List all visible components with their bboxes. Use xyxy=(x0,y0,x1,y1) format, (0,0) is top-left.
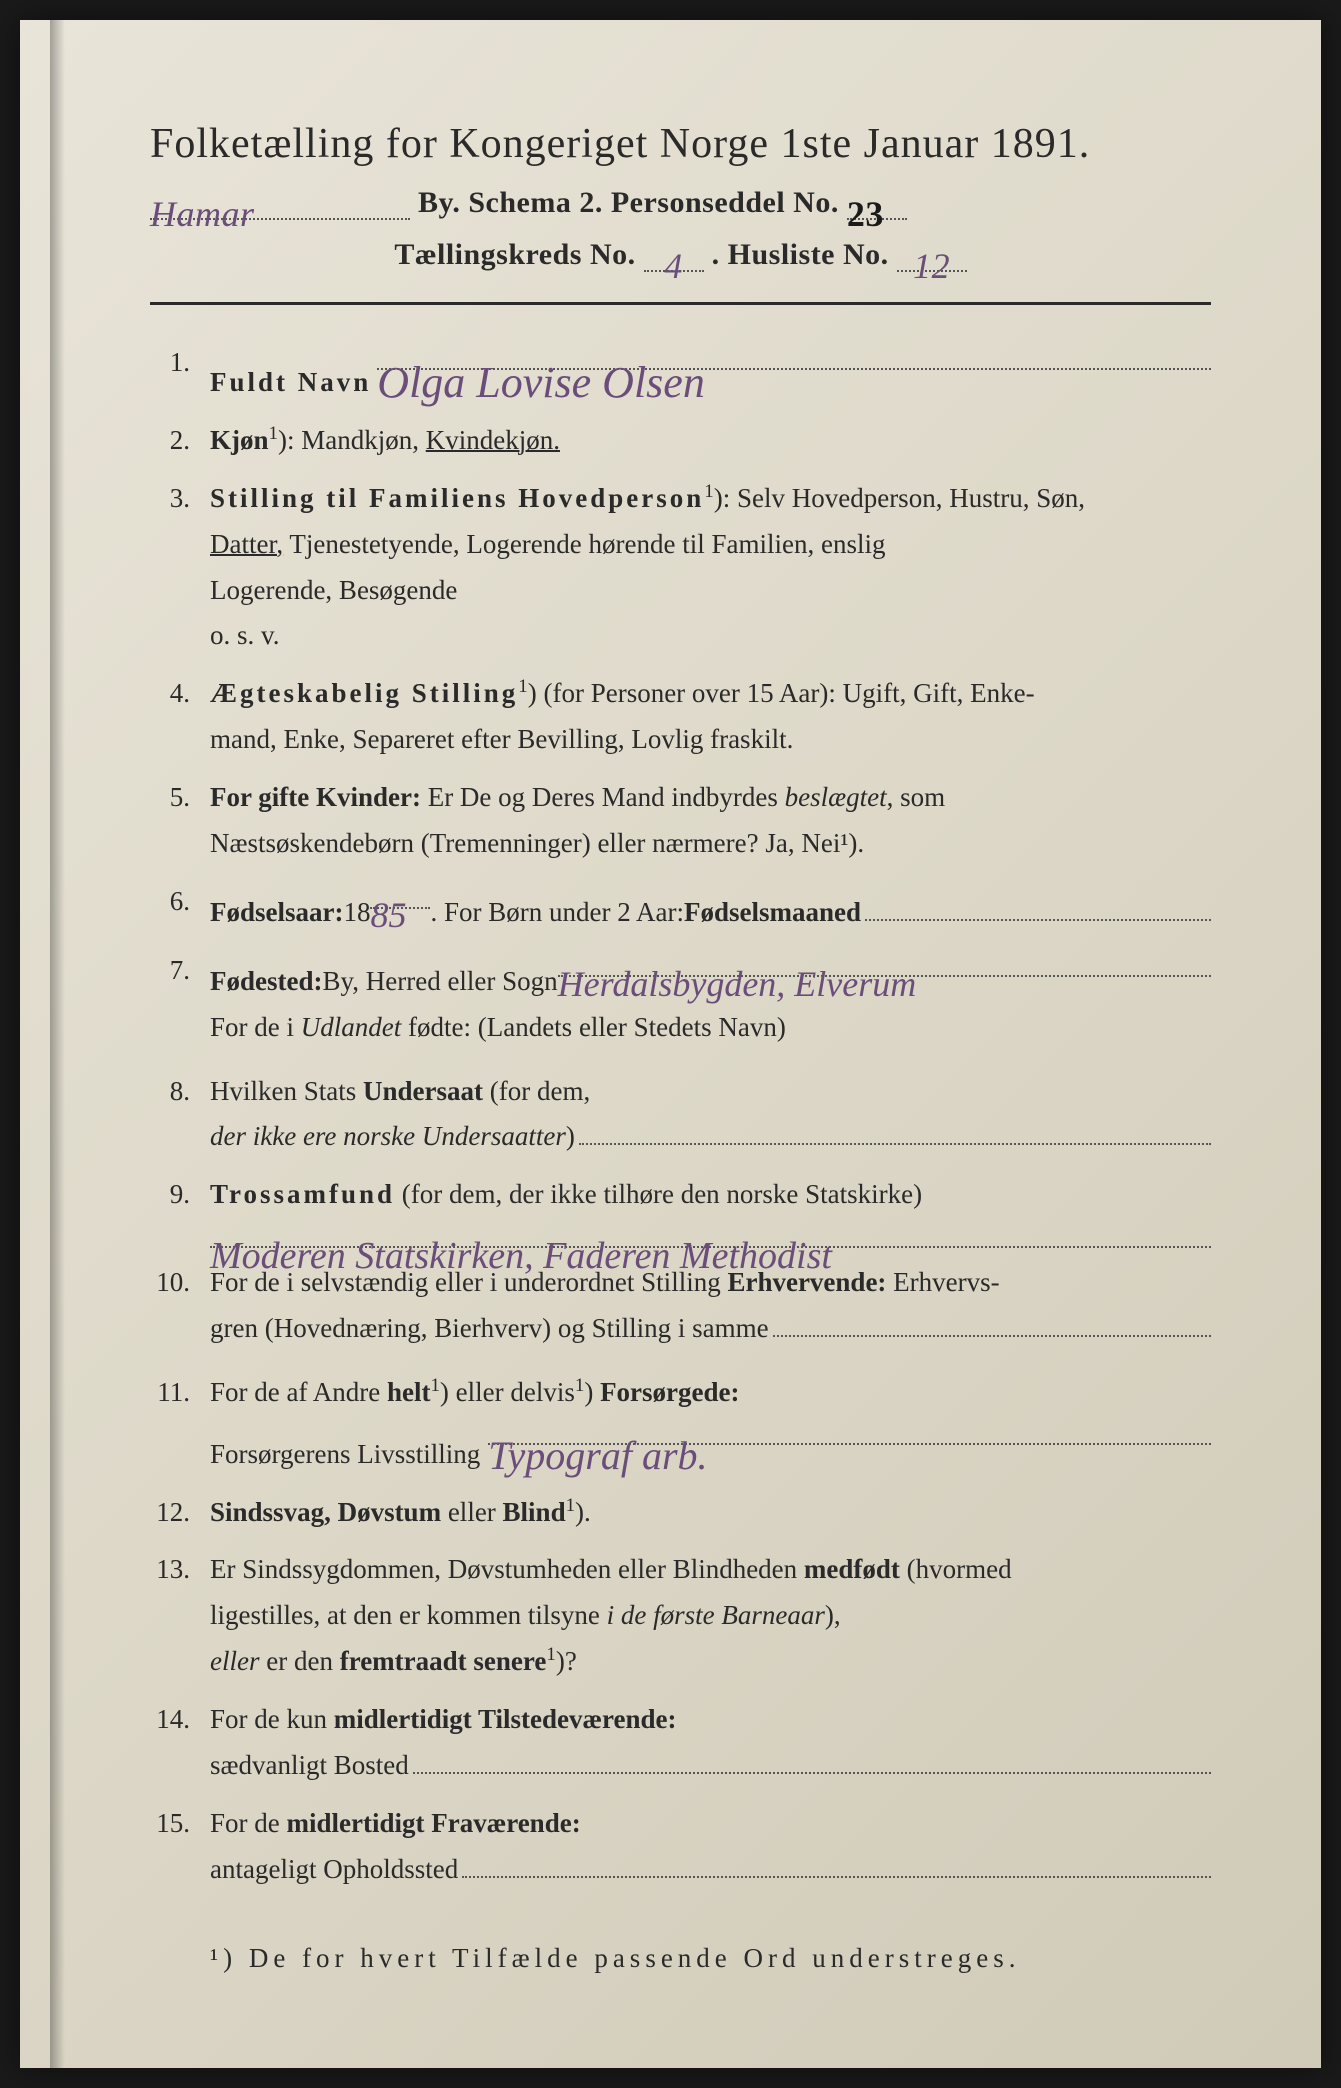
form-items: 1. Fuldt Navn Olga Lovise Olsen 2. Kjøn1… xyxy=(150,340,1211,1893)
item-13: 13. Er Sindssygdommen, Døvstumheden elle… xyxy=(150,1547,1211,1685)
item-9: 9. Trossamfund (for dem, der ikke tilhør… xyxy=(150,1172,1211,1248)
item-5: 5. For gifte Kvinder: Er De og Deres Man… xyxy=(150,775,1211,867)
kreds-label: Tællingskreds No. xyxy=(394,238,635,271)
item-6: 6. Fødselsaar: 1885. For Børn under 2 Aa… xyxy=(150,879,1211,936)
city-suffix: By. Schema 2. Personseddel No. xyxy=(418,186,839,219)
item-3: 3. Stilling til Familiens Hovedperson1):… xyxy=(150,476,1211,660)
form-title: Folketælling for Kongeriget Norge 1ste J… xyxy=(150,120,1211,168)
item-1: 1. Fuldt Navn Olga Lovise Olsen xyxy=(150,340,1211,406)
item-8: 8. Hvilken Stats Undersaat (for dem, der… xyxy=(150,1069,1211,1161)
religion-value: Moderen Statskirken, Faderen Methodist xyxy=(210,1235,832,1277)
item-2: 2. Kjøn1): Mandkjøn, Kvindekjøn. xyxy=(150,418,1211,464)
item-12: 12. Sindssvag, Døvstum eller Blind1). xyxy=(150,1490,1211,1536)
relation-selected: Datter, xyxy=(210,529,283,559)
birthplace-value: Herdalsbygden, Elverum xyxy=(558,964,917,1004)
item-14: 14. For de kun midlertidigt Tilstedevære… xyxy=(150,1697,1211,1789)
item-15: 15. For de midlertidigt Fraværende: anta… xyxy=(150,1801,1211,1893)
gender-selected: Kvindekjøn. xyxy=(426,425,560,455)
provider-occupation: Typograf arb. xyxy=(488,1433,707,1478)
husliste-val: 12 xyxy=(913,246,950,286)
item-4: 4. Ægteskabelig Stilling1) (for Personer… xyxy=(150,671,1211,763)
census-form-page: Folketælling for Kongeriget Norge 1ste J… xyxy=(20,20,1321,2068)
kreds-val: 4 xyxy=(664,246,683,286)
header-divider xyxy=(150,302,1211,305)
item-7: 7. Fødested: By, Herred eller Sogn Herda… xyxy=(150,948,1211,1051)
footnote: ¹) De for hvert Tilfælde passende Ord un… xyxy=(150,1943,1211,1974)
city-value: Hamar xyxy=(150,194,255,234)
personseddel-no: 23 xyxy=(847,194,884,234)
husliste-label: . Husliste No. xyxy=(712,238,889,271)
item-11: 11. For de af Andre helt1) eller delvis1… xyxy=(150,1370,1211,1478)
birth-year: 85 xyxy=(370,895,406,935)
kreds-line: Tællingskreds No. 4 . Husliste No. 12 xyxy=(150,238,1211,272)
city-line: Hamar By. Schema 2. Personseddel No. 23 xyxy=(150,186,1211,220)
name-value: Olga Lovise Olsen xyxy=(377,358,705,407)
